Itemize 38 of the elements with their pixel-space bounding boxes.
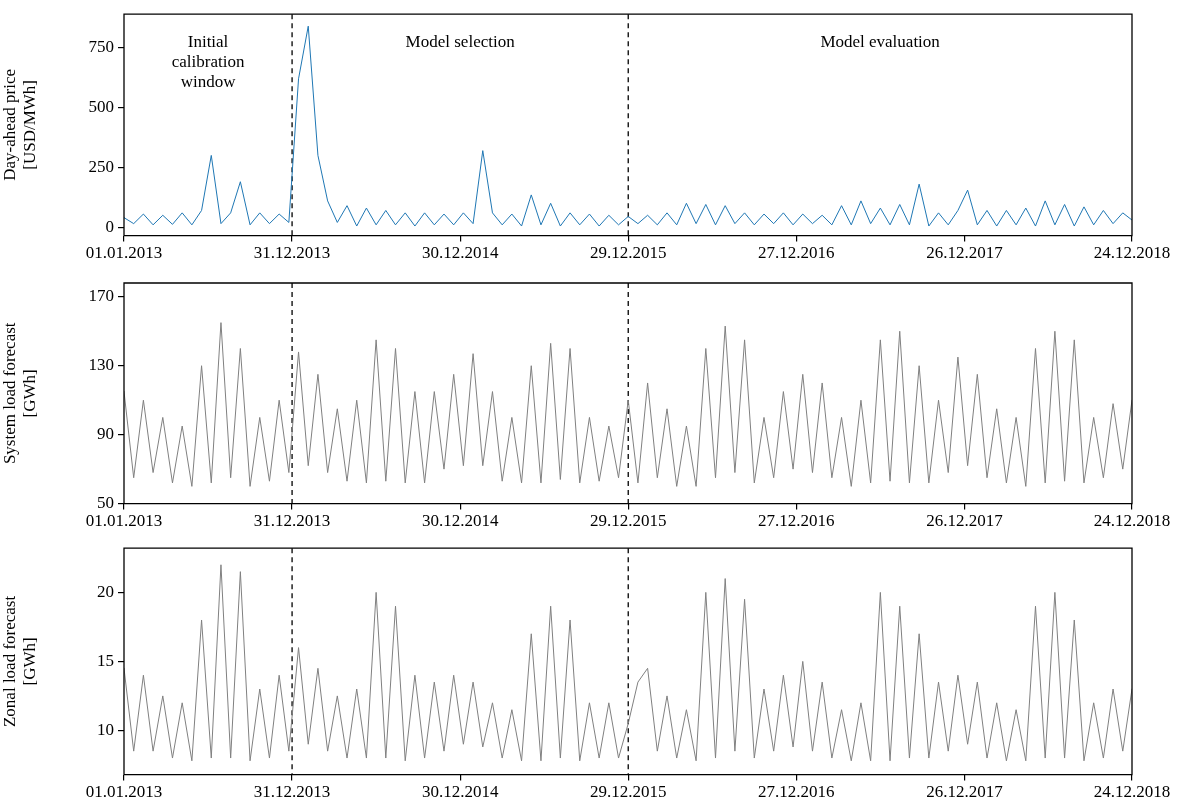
x-tick-label: 24.12.2018 — [1093, 782, 1171, 802]
x-tick-label: 27.12.2016 — [758, 243, 835, 263]
x-tick-label: 29.12.2015 — [589, 243, 667, 263]
x-tick-label: 30.12.2014 — [421, 511, 499, 531]
y-tick-label: 130 — [88, 355, 114, 375]
annotation: Model evaluation — [820, 32, 941, 52]
x-tick-label: 24.12.2018 — [1093, 511, 1171, 531]
x-tick-label: 29.12.2015 — [589, 511, 667, 531]
x-tick-label: 01.01.2013 — [85, 782, 163, 802]
y-tick-label: 15 — [97, 650, 114, 670]
x-tick-label: 30.12.2014 — [421, 243, 499, 263]
x-tick-label: 01.01.2013 — [85, 243, 163, 263]
y-tick-label: 750 — [88, 37, 114, 57]
annotation: Model selection — [405, 32, 516, 52]
x-tick-label: 31.12.2013 — [253, 511, 331, 531]
x-tick-label: 29.12.2015 — [589, 782, 667, 802]
x-tick-label: 26.12.2017 — [926, 243, 1004, 263]
y-tick-label: 90 — [97, 424, 114, 444]
x-tick-label: 30.12.2014 — [421, 782, 499, 802]
y-tick-label: 0 — [105, 216, 114, 236]
x-tick-label: 26.12.2017 — [926, 782, 1004, 802]
y-axis-title: System load forecast [GWh] — [0, 322, 40, 465]
x-tick-label: 31.12.2013 — [253, 243, 331, 263]
y-tick-label: 10 — [97, 719, 114, 739]
x-tick-label: 27.12.2016 — [758, 511, 835, 531]
x-tick-label: 26.12.2017 — [926, 511, 1004, 531]
annotation: Initial calibration window — [171, 32, 245, 92]
y-tick-label: 50 — [97, 493, 114, 513]
x-tick-label: 01.01.2013 — [85, 511, 163, 531]
y-tick-label: 500 — [88, 97, 114, 117]
y-axis-title: Day-ahead price [USD/MWh] — [0, 68, 40, 181]
x-tick-label: 31.12.2013 — [253, 782, 331, 802]
x-tick-label: 24.12.2018 — [1093, 243, 1171, 263]
x-tick-label: 27.12.2016 — [758, 782, 835, 802]
y-axis-title: Zonal load forecast [GWh] — [0, 595, 40, 728]
y-tick-label: 20 — [97, 581, 114, 601]
y-tick-label: 170 — [88, 286, 114, 306]
y-tick-label: 250 — [88, 156, 114, 176]
